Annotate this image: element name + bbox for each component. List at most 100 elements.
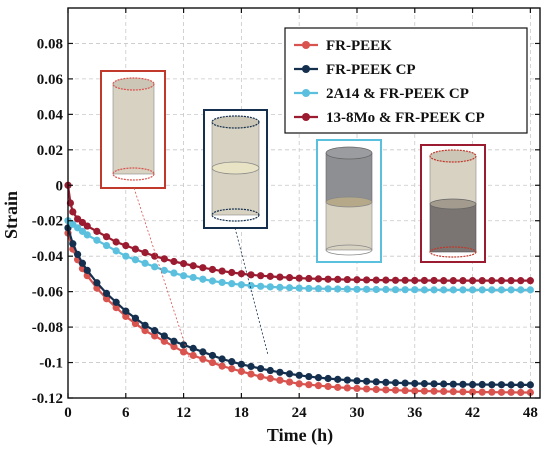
data-point <box>122 241 130 250</box>
data-point <box>449 286 457 294</box>
y-tick-label: -0.02 <box>32 214 63 230</box>
data-point <box>324 374 332 383</box>
legend-label: 2A14 & FR-PEEK CP <box>326 86 469 102</box>
data-point <box>266 366 274 375</box>
data-point <box>430 276 438 285</box>
legend-swatch-marker <box>302 113 310 121</box>
data-point <box>247 370 255 378</box>
data-point <box>295 274 303 282</box>
data-point <box>170 269 178 277</box>
data-point <box>160 255 168 263</box>
data-point <box>449 388 457 396</box>
data-point <box>170 342 178 351</box>
x-tick-label: 6 <box>122 405 130 421</box>
data-point <box>151 263 159 271</box>
data-point <box>276 283 284 291</box>
data-point <box>517 388 525 397</box>
x-tick-label: 24 <box>292 405 308 421</box>
data-point <box>295 371 303 379</box>
legend-box <box>284 27 528 134</box>
data-point <box>305 274 313 283</box>
data-point <box>343 275 351 284</box>
data-point <box>112 298 120 306</box>
data-point <box>459 286 467 294</box>
y-tick-label: -0.08 <box>32 320 63 336</box>
data-point <box>131 319 140 328</box>
data-point <box>459 277 467 285</box>
data-point <box>305 284 313 293</box>
legend-swatch-marker <box>302 65 310 73</box>
plot-frame <box>67 7 541 399</box>
data-point <box>497 388 506 396</box>
data-point <box>343 384 351 392</box>
data-point <box>228 268 236 277</box>
data-point <box>497 381 506 389</box>
data-point <box>372 276 380 284</box>
data-point <box>237 281 245 289</box>
leader-line <box>234 227 269 356</box>
data-point <box>74 250 82 259</box>
data-point <box>324 275 332 283</box>
data-point <box>507 381 515 389</box>
legend: FR-PEEK FR-PEEK CP 2A14 & FR-PEEK CP 13-8Mo… <box>284 27 528 134</box>
y-tick-label: 0 <box>56 178 64 194</box>
series-2a14-fr-peek-cp <box>64 217 534 294</box>
y-tick-label: -0.12 <box>32 391 63 407</box>
data-point <box>488 381 496 389</box>
legend-entry: FR-PEEK <box>294 38 392 54</box>
inset-fr-peek <box>100 70 166 189</box>
data-point <box>93 279 101 287</box>
data-point <box>353 285 361 293</box>
data-point <box>314 285 323 293</box>
data-point <box>141 321 149 329</box>
data-point <box>411 276 419 285</box>
data-point <box>459 388 467 396</box>
data-point <box>401 286 409 294</box>
data-point <box>314 275 323 283</box>
data-point <box>69 240 77 248</box>
x-tick-label: 48 <box>523 405 538 421</box>
data-point <box>247 362 255 371</box>
data-point <box>478 388 486 396</box>
data-point <box>141 249 149 257</box>
data-point <box>276 376 284 384</box>
y-tick-label: 0.08 <box>37 36 63 52</box>
data-point <box>401 276 409 284</box>
x-tick-label: 18 <box>234 405 249 421</box>
data-point <box>507 277 515 285</box>
legend-label: 13-8Mo & FR-PEEK CP <box>326 110 485 126</box>
data-point <box>305 381 313 389</box>
data-point <box>430 387 438 395</box>
data-point <box>391 386 400 394</box>
data-point <box>208 277 217 285</box>
data-point <box>93 236 101 244</box>
data-point <box>324 285 332 293</box>
data-point <box>526 388 534 397</box>
data-point <box>526 381 534 389</box>
data-point <box>208 351 217 360</box>
data-point <box>343 376 351 384</box>
data-point <box>151 332 159 340</box>
data-point <box>257 272 265 280</box>
data-point <box>247 282 255 290</box>
data-point <box>69 208 77 216</box>
data-point <box>468 286 477 294</box>
data-point <box>372 285 380 294</box>
data-point <box>179 260 188 268</box>
data-point <box>440 387 448 396</box>
data-point <box>276 368 284 376</box>
data-point <box>199 264 207 272</box>
data-point <box>247 271 255 279</box>
data-point <box>237 367 245 376</box>
data-point <box>102 295 111 303</box>
data-point <box>497 286 506 294</box>
data-point <box>440 277 448 285</box>
data-point <box>93 227 101 235</box>
data-point <box>382 276 390 284</box>
data-point <box>102 233 111 241</box>
data-point <box>459 380 467 388</box>
data-point <box>440 286 448 294</box>
data-point <box>420 276 429 285</box>
specimen-illustrations <box>100 70 486 361</box>
data-point <box>353 276 361 284</box>
